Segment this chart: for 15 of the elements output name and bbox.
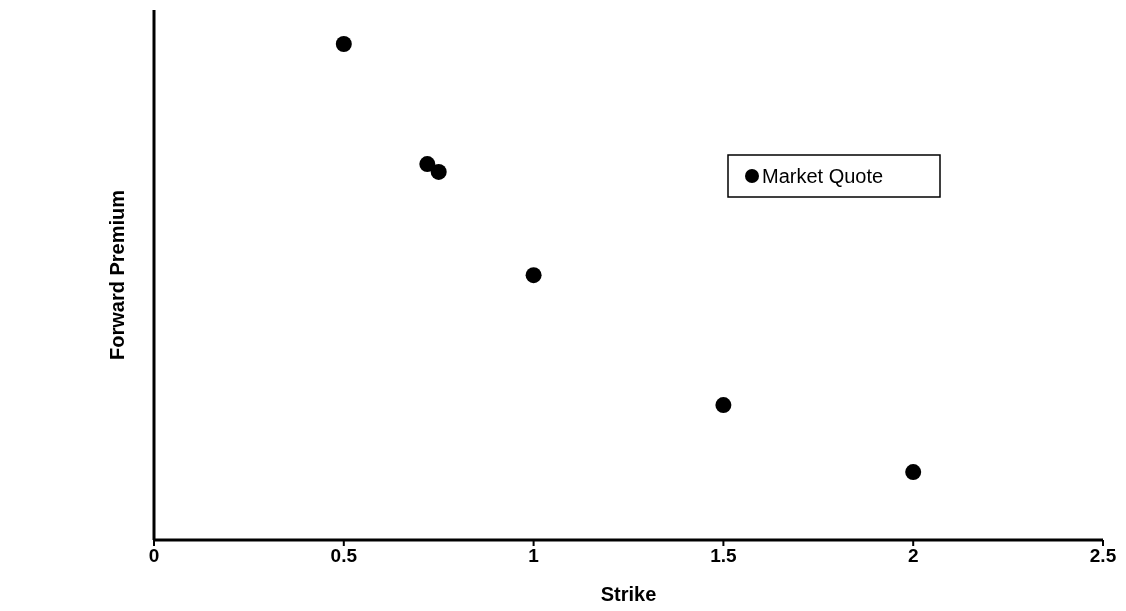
point bbox=[715, 397, 732, 414]
point bbox=[419, 156, 436, 173]
legend-label: Market Quote bbox=[762, 165, 884, 187]
x-tick-label: 2 bbox=[907, 545, 919, 566]
x-axis-title: Strike bbox=[600, 583, 657, 605]
x-tick-label: 0 bbox=[148, 545, 160, 566]
x-tick-label: 2.5 bbox=[1089, 545, 1117, 566]
point bbox=[525, 267, 542, 284]
point bbox=[430, 163, 447, 180]
x-tick-label: 1.5 bbox=[710, 545, 738, 566]
x-tick-label: 0.5 bbox=[330, 545, 358, 566]
point bbox=[335, 36, 352, 52]
x-tick-label: 1 bbox=[528, 545, 540, 566]
point bbox=[905, 464, 922, 481]
y-axis-title: Forward Premium bbox=[106, 189, 128, 361]
